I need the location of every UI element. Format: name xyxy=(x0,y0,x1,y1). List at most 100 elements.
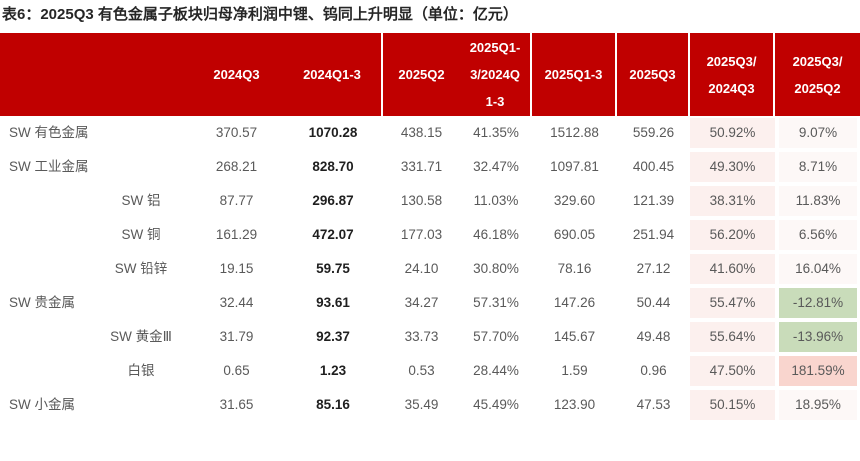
table-row: SW 工业金属 268.21 828.70 331.71 32.47% 1097… xyxy=(0,150,860,184)
cell: 59.75 xyxy=(316,261,350,276)
cell: 472.07 xyxy=(312,227,354,242)
table-header-row: 2024Q3 2024Q1-3 2025Q2 2025Q1- 3/2024Q 1… xyxy=(0,33,860,116)
row-label: SW 贵金属 xyxy=(9,295,75,310)
cell: 1097.81 xyxy=(550,159,599,174)
row-label: SW 工业金属 xyxy=(9,159,89,174)
table-row: SW 黄金Ⅲ 31.79 92.37 33.73 57.70% 145.67 4… xyxy=(0,320,860,354)
cell: 19.15 xyxy=(219,261,254,276)
table-row: SW 铜 161.29 472.07 177.03 46.18% 690.05 … xyxy=(0,218,860,252)
cell: 24.10 xyxy=(404,261,439,276)
row-label: SW 铜 xyxy=(121,227,161,242)
cell: 400.45 xyxy=(632,159,675,174)
column-header-2024q1-3: 2024Q1-3 xyxy=(283,33,383,116)
data-table: 2024Q3 2024Q1-3 2025Q2 2025Q1- 3/2024Q 1… xyxy=(0,33,860,422)
column-header-2025q1-3: 2025Q1-3 xyxy=(532,33,617,116)
table-row: SW 小金属 31.65 85.16 35.49 45.49% 123.90 4… xyxy=(0,388,860,422)
cell: 1070.28 xyxy=(308,125,358,140)
cell: 49.48 xyxy=(636,329,671,344)
cell: 1.59 xyxy=(561,363,588,378)
cell: 329.60 xyxy=(553,193,596,208)
cell: 35.49 xyxy=(404,397,439,412)
column-header-2025q1-3-vs-2024q1-3: 2025Q1- 3/2024Q 1-3 xyxy=(460,33,532,116)
cell-yoy: 55.47% xyxy=(690,286,775,320)
column-header-blank xyxy=(0,33,190,116)
column-header-2025q3: 2025Q3 xyxy=(617,33,690,116)
table-row: SW 铅锌 19.15 59.75 24.10 30.80% 78.16 27.… xyxy=(0,252,860,286)
cell: 438.15 xyxy=(400,125,443,140)
cell: 87.77 xyxy=(219,193,254,208)
cell: 27.12 xyxy=(636,261,671,276)
cell: 92.37 xyxy=(316,329,350,344)
cell: 33.73 xyxy=(404,329,439,344)
cell: 145.67 xyxy=(553,329,596,344)
column-header-2025q3-vs-2025q2: 2025Q3/ 2025Q2 xyxy=(792,53,843,96)
cell: 161.29 xyxy=(215,227,258,242)
cell: 828.70 xyxy=(312,159,354,174)
cell: 47.53 xyxy=(636,397,671,412)
table-row: 白银 0.65 1.23 0.53 28.44% 1.59 0.96 47.50… xyxy=(0,354,860,388)
cell-qoq: 11.83% xyxy=(775,184,860,218)
cell: 0.96 xyxy=(640,363,667,378)
cell-yoy: 56.20% xyxy=(690,218,775,252)
cell: 85.16 xyxy=(316,397,350,412)
cell: 78.16 xyxy=(557,261,592,276)
cell: 32.44 xyxy=(219,295,254,310)
cell: 34.27 xyxy=(404,295,439,310)
cell: 177.03 xyxy=(400,227,443,242)
cell-qoq-negative: -12.81% xyxy=(775,286,860,320)
cell: 121.39 xyxy=(632,193,675,208)
cell-qoq: 9.07% xyxy=(775,116,860,150)
cell-yoy: 47.50% xyxy=(690,354,775,388)
table-row: SW 铝 87.77 296.87 130.58 11.03% 329.60 1… xyxy=(0,184,860,218)
cell-yoy: 55.64% xyxy=(690,320,775,354)
row-label: SW 铝 xyxy=(121,193,161,208)
table-caption: 表6：2025Q3 有色金属子板块归母净利润中锂、钨同上升明显（单位：亿元） xyxy=(2,6,518,23)
cell: 147.26 xyxy=(553,295,596,310)
cell: 50.44 xyxy=(636,295,671,310)
cell-qoq: 6.56% xyxy=(775,218,860,252)
row-label: SW 小金属 xyxy=(9,397,75,412)
cell: 28.44% xyxy=(473,363,519,378)
cell-qoq: 8.71% xyxy=(775,150,860,184)
cell-qoq: 18.95% xyxy=(775,388,860,422)
cell: 31.79 xyxy=(219,329,254,344)
cell: 1512.88 xyxy=(550,125,599,140)
row-label: 白银 xyxy=(127,363,155,378)
cell: 30.80% xyxy=(473,261,519,276)
cell-yoy: 41.60% xyxy=(690,252,775,286)
column-header-2025q3-vs-2024q3: 2025Q3/ 2024Q3 xyxy=(690,33,775,116)
cell: 0.53 xyxy=(408,363,435,378)
cell-qoq-negative: -13.96% xyxy=(775,320,860,354)
cell: 45.49% xyxy=(473,397,519,412)
cell-qoq: 16.04% xyxy=(775,252,860,286)
cell: 31.65 xyxy=(219,397,254,412)
cell: 123.90 xyxy=(553,397,596,412)
cell: 46.18% xyxy=(473,227,519,242)
cell: 296.87 xyxy=(312,193,354,208)
cell-yoy: 38.31% xyxy=(690,184,775,218)
cell: 130.58 xyxy=(400,193,443,208)
cell: 57.31% xyxy=(473,295,519,310)
cell: 93.61 xyxy=(316,295,350,310)
row-label: SW 铅锌 xyxy=(114,261,168,276)
cell: 0.65 xyxy=(223,363,250,378)
table-row: SW 有色金属 370.57 1070.28 438.15 41.35% 151… xyxy=(0,116,860,150)
cell-yoy: 49.30% xyxy=(690,150,775,184)
cell: 41.35% xyxy=(473,125,519,140)
cell-yoy: 50.92% xyxy=(690,116,775,150)
cell-yoy: 50.15% xyxy=(690,388,775,422)
row-label: SW 黄金Ⅲ xyxy=(110,329,172,344)
cell: 331.71 xyxy=(400,159,443,174)
column-header-2025q2: 2025Q2 xyxy=(398,67,445,82)
cell: 32.47% xyxy=(473,159,519,174)
cell: 251.94 xyxy=(632,227,675,242)
cell: 268.21 xyxy=(215,159,258,174)
table-row: SW 贵金属 32.44 93.61 34.27 57.31% 147.26 5… xyxy=(0,286,860,320)
cell: 57.70% xyxy=(473,329,519,344)
cell: 690.05 xyxy=(553,227,596,242)
row-label: SW 有色金属 xyxy=(9,125,89,140)
cell: 1.23 xyxy=(319,363,347,378)
cell: 559.26 xyxy=(632,125,675,140)
column-header-2024q3: 2024Q3 xyxy=(213,67,260,82)
